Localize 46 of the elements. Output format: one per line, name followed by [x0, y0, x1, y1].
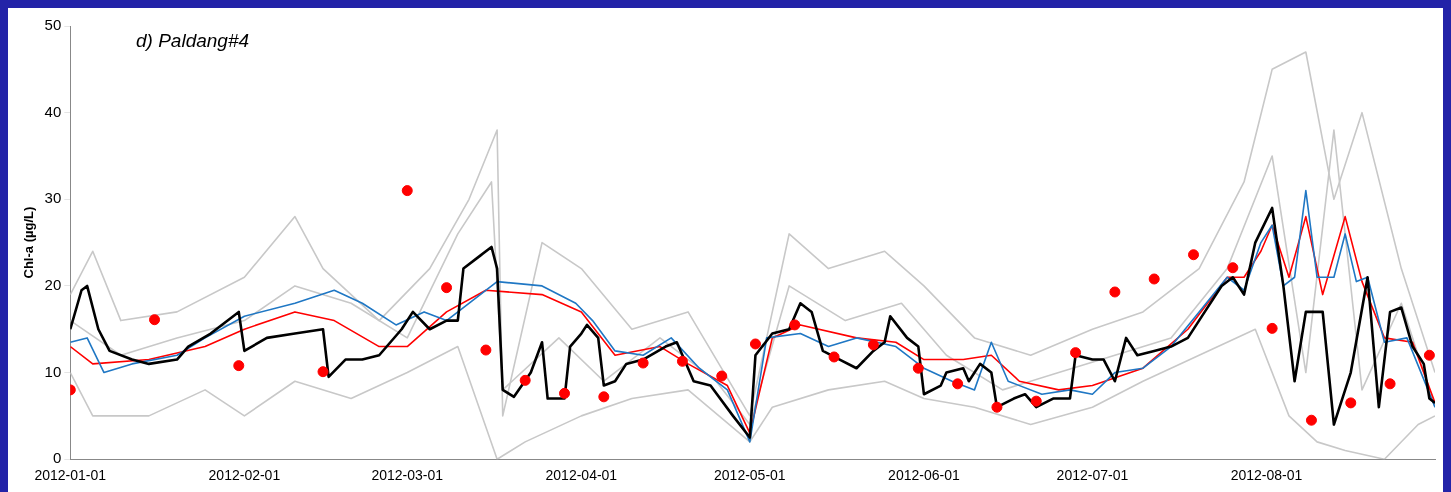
point	[233, 360, 245, 372]
y-axis-title: Chl-a (µg/L)	[21, 206, 37, 279]
point	[598, 391, 610, 403]
x-tick-label: 2012-06-01	[888, 467, 960, 484]
x-tick-label: 2012-04-01	[545, 467, 618, 484]
y-tick-label: 40	[44, 102, 62, 120]
point	[991, 401, 1003, 413]
point	[149, 314, 161, 326]
point	[637, 357, 649, 369]
point	[912, 362, 924, 374]
y-tick-label: 10	[44, 362, 62, 380]
point	[1227, 262, 1239, 274]
point	[1423, 349, 1435, 361]
x-tick-label: 2012-02-01	[208, 467, 281, 484]
chart-title: d) Paldang#4	[136, 30, 250, 52]
point	[828, 351, 840, 363]
point	[441, 282, 453, 294]
y-tick-label: 50	[44, 16, 62, 34]
point	[1070, 347, 1082, 359]
point	[1148, 273, 1160, 285]
point	[952, 378, 964, 390]
point	[1305, 414, 1317, 426]
point	[559, 387, 570, 399]
point	[867, 339, 879, 351]
point	[1030, 395, 1042, 407]
point	[749, 338, 761, 350]
y-tick-label: 0	[52, 449, 62, 467]
point	[519, 374, 531, 386]
x-tick-label: 2012-05-01	[714, 467, 786, 484]
point	[480, 344, 492, 356]
point	[1109, 286, 1121, 298]
x-tick-label: 2012-01-01	[34, 467, 107, 484]
y-tick-label: 30	[44, 189, 62, 207]
point	[1188, 249, 1200, 261]
x-tick-label: 2012-03-01	[371, 467, 444, 484]
point	[676, 355, 688, 367]
point	[716, 370, 728, 382]
point	[401, 185, 413, 197]
x-tick-label: 2012-07-01	[1056, 467, 1129, 484]
point	[789, 319, 801, 331]
x-tick-label: 2012-08-01	[1230, 467, 1303, 484]
y-tick-label: 20	[44, 276, 62, 294]
point	[1345, 397, 1357, 409]
point	[1384, 378, 1396, 390]
point	[1266, 322, 1278, 334]
point	[317, 366, 329, 378]
